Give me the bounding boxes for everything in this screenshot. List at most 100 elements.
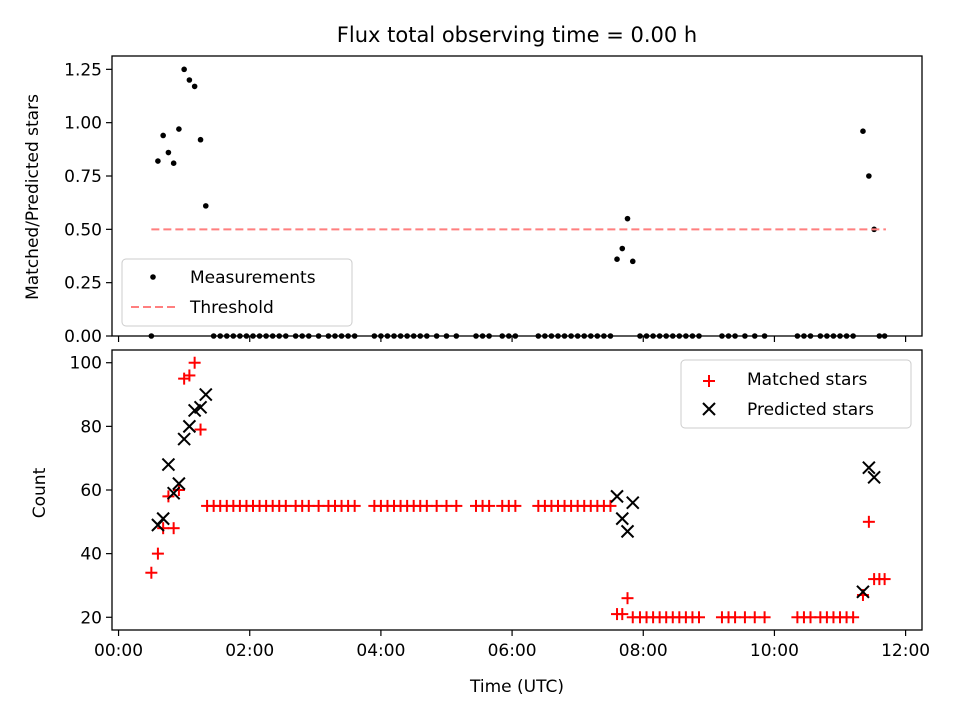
- predicted-stars-point-13: [626, 496, 640, 510]
- predicted-stars-point-2-b: [161, 457, 176, 472]
- top-chart-title: Flux total observing time = 0.00 h: [337, 23, 697, 47]
- matched-stars-point-75: [693, 611, 706, 624]
- top-y-tick-label-2: 0.50: [64, 220, 102, 240]
- matched-stars-point-90: [847, 611, 860, 624]
- bottom-chart-frame: [111, 349, 923, 631]
- predicted-stars-point-5-b: [177, 432, 191, 446]
- bottom-x-tick-4: 08:00: [619, 630, 668, 661]
- top-y-tick-5: 1.25: [64, 60, 112, 80]
- bottom-x-tick-3: 06:00: [488, 630, 537, 661]
- predicted-stars-point-10: [610, 489, 624, 504]
- measurements-point-65: [629, 258, 636, 265]
- predicted-stars-point-10-b: [610, 489, 624, 504]
- predicted-stars-point-8-b: [193, 400, 208, 414]
- measurements-point-91: [860, 128, 866, 134]
- bottom-x-tick-5: 10:00: [750, 630, 799, 661]
- matched-stars-point-63: [616, 608, 629, 621]
- bottom-x-tick-label-4: 08:00: [619, 641, 668, 661]
- matched-stars-point-64: [621, 592, 634, 605]
- bottom-y-tick-label-0: 20: [80, 608, 102, 628]
- measurements-point-63: [619, 245, 626, 252]
- bottom-y-tick-3: 80: [80, 417, 112, 437]
- predicted-stars-point-15: [862, 461, 876, 475]
- predicted-stars-point-3: [166, 486, 181, 500]
- top-legend-box: [121, 258, 353, 327]
- top-y-tick-label-4: 1.00: [64, 114, 102, 134]
- bottom-y-tick-0: 20: [80, 608, 112, 628]
- bottom-x-tick-label-5: 10:00: [750, 641, 799, 661]
- predicted-stars-point-4: [172, 476, 186, 491]
- bottom-legend-box: [680, 359, 912, 429]
- predicted-stars-point-8: [193, 400, 208, 414]
- measurements-point-62: [614, 256, 620, 263]
- predicted-stars-point-16: [867, 470, 881, 484]
- top-y-tick-1: 0.25: [64, 274, 112, 294]
- predicted-stars-point-9-b: [199, 387, 213, 402]
- matched-stars-point-92: [862, 515, 875, 528]
- bottom-chart-marks: [145, 356, 891, 624]
- bottom-y-tick-label-2: 60: [80, 481, 102, 501]
- top-chart-frame: [111, 55, 923, 337]
- top-y-tick-0: 0.00: [64, 327, 112, 347]
- measurements-point-10: [202, 203, 209, 209]
- matched-stars-point-0: [145, 566, 158, 579]
- top-y-tick-label-3: 0.75: [64, 167, 102, 187]
- measurements-point-5: [176, 126, 182, 132]
- bottom-chart-panel: 20 40 60 80 100 00:00 02:00 04:00 06:00 08:00 10:…: [30, 349, 930, 697]
- predicted-stars-point-14-b: [856, 585, 870, 599]
- measurements-point-3: [165, 149, 172, 156]
- top-y-tick-label-0: 0.00: [64, 327, 102, 347]
- bottom-x-tick-label-0: 00:00: [94, 641, 143, 661]
- bottom-x-tick-1: 02:00: [225, 630, 274, 661]
- measurements-point-2: [160, 132, 166, 139]
- bottom-y-tick-2: 60: [80, 481, 112, 501]
- legend-measurements-label: Measurements: [190, 268, 316, 288]
- bottom-y-tick-label-3: 80: [80, 417, 102, 437]
- matched-stars-point-5: [172, 484, 185, 496]
- measurements-point-7: [186, 77, 193, 83]
- bottom-chart-y-label: Count: [30, 467, 50, 518]
- matched-stars-point-49: [509, 499, 522, 512]
- predicted-stars-point-1: [156, 511, 170, 526]
- top-chart-panel: 0.00 0.25 0.50 0.75 1.00 1.25 Matched/Predict…: [23, 55, 923, 347]
- predicted-stars-point-12: [620, 524, 635, 539]
- top-chart-y-ticks: 0.00 0.25 0.50 0.75 1.00 1.25: [64, 60, 112, 347]
- matched-stars-point-46: [483, 499, 496, 512]
- legend-matched-marker: [703, 375, 715, 387]
- top-y-tick-label-5: 1.25: [64, 60, 102, 80]
- predicted-stars-point-14: [856, 585, 870, 599]
- measurements-point-4: [170, 160, 177, 166]
- predicted-stars-point-5: [177, 432, 191, 446]
- bottom-x-tick-0: 00:00: [94, 630, 143, 661]
- bottom-x-tick-label-2: 04:00: [356, 641, 405, 661]
- bottom-x-tick-label-6: 12:00: [881, 641, 930, 661]
- measurements-point-9: [197, 136, 204, 143]
- predicted-stars-point-13-b: [626, 496, 640, 510]
- matched-stars-point-31: [348, 499, 361, 512]
- matched-stars-point-3: [162, 490, 175, 503]
- matched-stars-point-7: [183, 369, 196, 382]
- predicted-stars-point-11-b: [615, 511, 629, 526]
- legend-matched-label: Matched stars: [747, 370, 867, 390]
- measurements-point-92: [866, 173, 872, 179]
- matched-stars-point-4: [167, 522, 180, 535]
- top-y-tick-3: 0.75: [64, 167, 112, 187]
- measurements-point-64: [624, 215, 631, 222]
- top-chart-legend[interactable]: Measurements Threshold: [121, 258, 353, 327]
- top-y-tick-4: 1.00: [64, 114, 112, 134]
- top-chart-y-label: Matched/Predicted stars: [23, 94, 43, 300]
- predicted-stars-point-6: [182, 419, 197, 434]
- predicted-stars-point-4-b: [172, 476, 186, 491]
- top-y-tick-label-1: 0.25: [64, 274, 102, 294]
- predicted-stars-point-12-b: [620, 524, 635, 539]
- bottom-x-tick-6: 12:00: [881, 630, 930, 661]
- predicted-stars-point-3-b: [166, 486, 181, 500]
- predicted-stars-point-6-b: [182, 419, 197, 434]
- predicted-stars-point-1-b: [156, 511, 170, 526]
- measurements-point-6: [181, 66, 187, 73]
- bottom-y-tick-1: 40: [80, 545, 112, 565]
- bottom-chart-legend[interactable]: Matched stars Predicted stars: [680, 359, 912, 429]
- bottom-x-tick-2: 04:00: [356, 630, 405, 661]
- bottom-chart-y-ticks: 20 40 60 80 100: [70, 354, 112, 628]
